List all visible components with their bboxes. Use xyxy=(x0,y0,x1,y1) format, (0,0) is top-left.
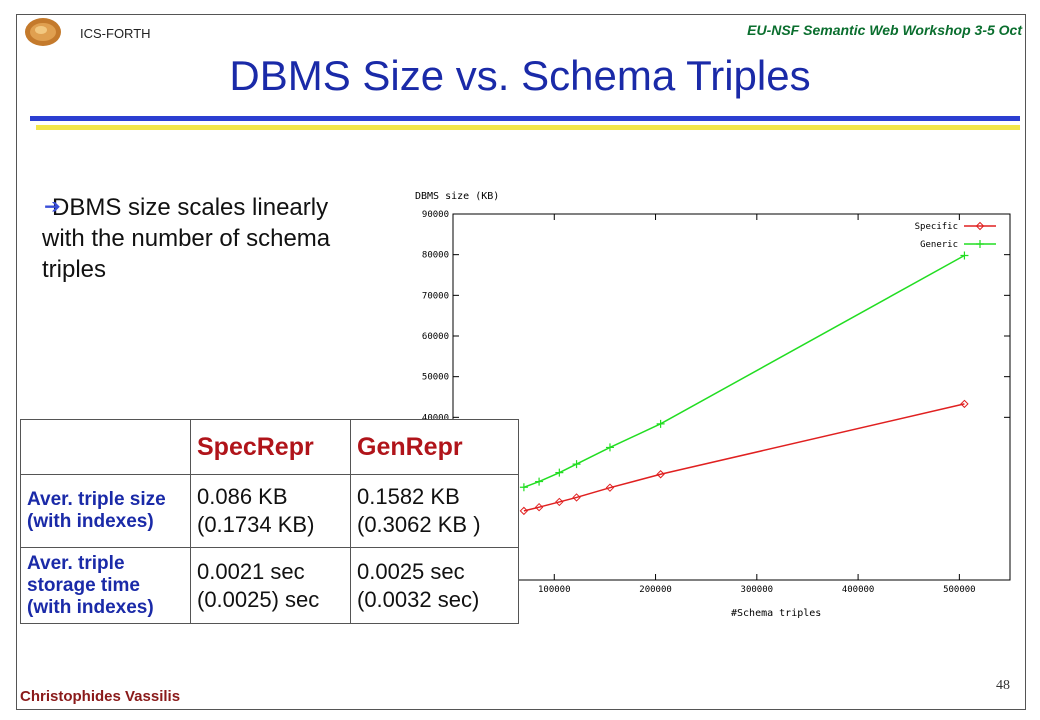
plot-area-border xyxy=(452,213,1011,581)
slide-frame xyxy=(16,14,1026,710)
page-number: 48 xyxy=(996,678,1010,693)
data-point-specific xyxy=(572,493,581,502)
data-point-generic xyxy=(519,483,528,492)
author-name: Christophides Vassilis xyxy=(20,688,181,705)
x-tick-label: 300000 xyxy=(741,585,774,595)
y-tick-label: 50000 xyxy=(422,373,449,383)
title-rule-blue xyxy=(30,116,1020,121)
cell-spec: 0.086 KB (0.1734 KB) xyxy=(190,474,351,548)
data-point-generic xyxy=(605,443,614,452)
x-tick-label: 100000 xyxy=(538,585,571,595)
col-header-genrepr: GenRepr xyxy=(350,419,519,475)
data-point-specific xyxy=(656,470,665,479)
cell-spec: 0.0021 sec (0.0025) sec xyxy=(190,547,351,624)
arrow-bullet-icon: ➔ xyxy=(44,196,61,218)
data-point-specific xyxy=(555,497,564,507)
title-rule-yellow xyxy=(36,125,1020,130)
x-tick-label: 400000 xyxy=(842,585,875,595)
bullet-point: ➔ DBMS size scales linearly with the num… xyxy=(42,192,372,285)
cell-gen: 0.1582 KB (0.3062 KB ) xyxy=(350,474,519,548)
series-line-generic xyxy=(523,254,965,488)
data-point-generic xyxy=(572,460,581,469)
data-point-specific xyxy=(519,506,529,516)
y-tick-label: 80000 xyxy=(422,251,449,261)
table-row: Aver. triple size (with indexes) 0.086 K… xyxy=(20,474,519,548)
x-tick-label: 200000 xyxy=(639,585,672,595)
org-name: ICS-FORTH xyxy=(80,26,151,41)
slide-title: DBMS Size vs. Schema Triples xyxy=(229,52,811,99)
legend-label-generic: Generic xyxy=(920,240,958,250)
legend-label-specific: Specific xyxy=(915,222,958,232)
data-point-generic xyxy=(535,477,544,486)
row-label: Aver. triple size (with indexes) xyxy=(20,474,191,548)
row-label: Aver. triple storage time (with indexes) xyxy=(20,547,191,624)
dbms-size-chart: DBMS size (KB) #Schema triples 40000 5000… xyxy=(415,191,1011,619)
legend-marker-generic xyxy=(976,240,984,248)
cell-gen: 0.0025 sec (0.0032 sec) xyxy=(350,547,519,624)
ics-forth-logo xyxy=(25,18,61,46)
workshop-name: EU-NSF Semantic Web Workshop 3-5 Oct xyxy=(747,22,1022,38)
y-tick-label: 90000 xyxy=(422,210,449,220)
y-axis-label: DBMS size (KB) xyxy=(415,191,499,202)
data-point-specific xyxy=(605,483,615,492)
table-corner-cell xyxy=(20,419,191,475)
col-header-specrepr: SpecRepr xyxy=(190,419,351,475)
bullet-text: DBMS size scales linearly with the numbe… xyxy=(42,194,331,283)
data-point-generic xyxy=(656,419,665,428)
x-tick-label: 500000 xyxy=(943,585,976,595)
y-tick-label: 70000 xyxy=(422,291,449,301)
table-header-row: SpecRepr GenRepr xyxy=(20,419,519,475)
data-point-generic xyxy=(960,251,969,260)
data-point-generic xyxy=(555,468,564,477)
data-point-specific xyxy=(960,399,969,409)
series-line-specific xyxy=(523,403,965,512)
y-tick-label: 40000 xyxy=(422,413,449,423)
stats-table: SpecRepr GenRepr Aver. triple size (with… xyxy=(20,419,519,624)
legend-marker-specific xyxy=(975,221,985,231)
table-row: Aver. triple storage time (with indexes)… xyxy=(20,547,519,624)
y-tick-label: 60000 xyxy=(422,332,449,342)
data-point-specific xyxy=(534,502,544,512)
x-axis-label: #Schema triples xyxy=(731,608,821,619)
